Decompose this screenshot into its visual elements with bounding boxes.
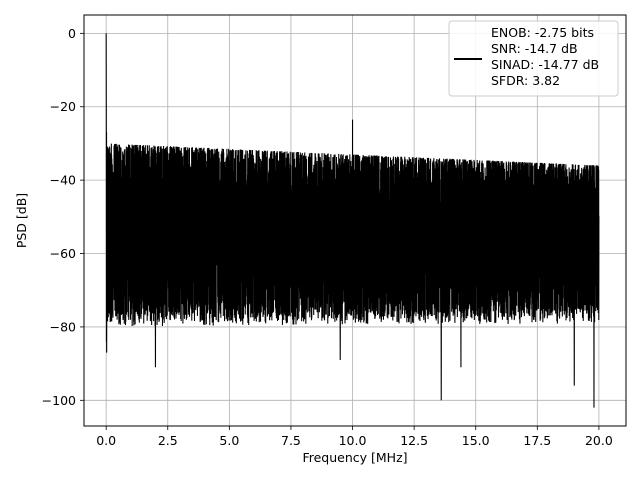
legend-entry-sfdr: SFDR: 3.82 [491, 73, 560, 88]
legend-entry-snr: SNR: -14.7 dB [491, 41, 578, 56]
y-tick-label: 0 [68, 26, 76, 41]
x-tick-label: 17.5 [523, 433, 551, 448]
psd-series-line [105, 33, 600, 408]
y-tick-label: −60 [50, 246, 76, 261]
y-tick-label: −80 [50, 319, 76, 334]
legend-box [448, 20, 619, 97]
x-tick-label: 20.0 [585, 433, 613, 448]
plot-frame [83, 14, 627, 427]
x-tick-label: 5.0 [219, 433, 239, 448]
x-tick-label: 12.5 [400, 433, 428, 448]
series-layer [105, 33, 600, 408]
x-tick-label: 15.0 [462, 433, 490, 448]
y-tick-label: −20 [50, 99, 76, 114]
y-tick-label: −40 [50, 173, 76, 188]
y-axis-label: PSD [dB] [14, 193, 29, 248]
ticks: 0.0 2.5 5.0 7.5 10.0 12.5 15.0 17.5 20.0 0 −20 −40 −… [42, 26, 613, 448]
x-tick-label: 0.0 [96, 433, 116, 448]
x-tick-label: 7.5 [281, 433, 301, 448]
legend-entry-sinad: SINAD: -14.77 dB [491, 57, 599, 72]
y-tick-label: −100 [42, 393, 76, 408]
x-axis-label: Frequency [MHz] [302, 450, 407, 465]
legend: ENOB: -2.75 bits SNR: -14.7 dB SINAD: -1… [448, 20, 619, 97]
legend-entry-enob: ENOB: -2.75 bits [491, 25, 594, 40]
x-tick-label: 2.5 [158, 433, 178, 448]
x-tick-label: 10.0 [339, 433, 367, 448]
